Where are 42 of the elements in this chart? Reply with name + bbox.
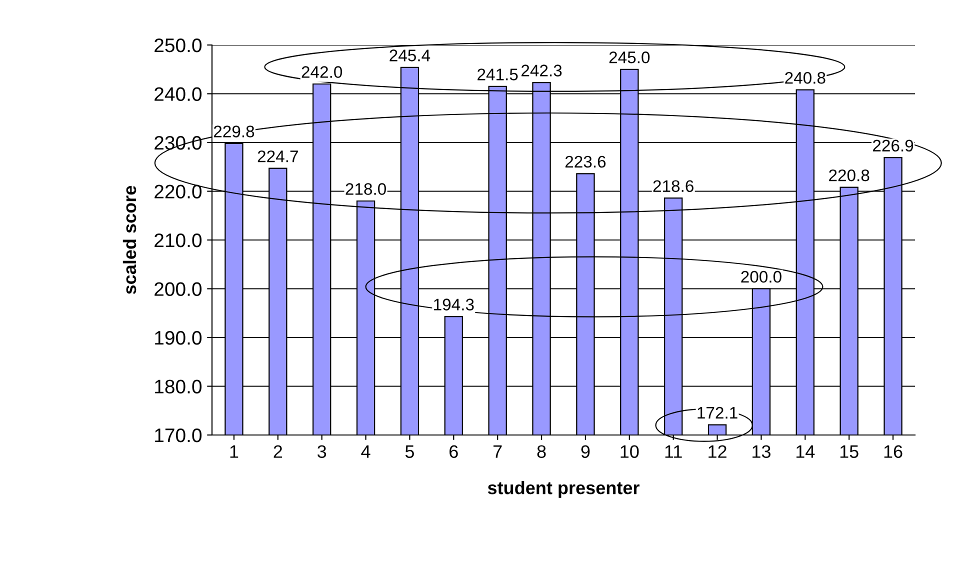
data-label: 220.8	[829, 169, 870, 182]
x-tick-label: 5	[405, 445, 414, 458]
x-tick-label: 1	[230, 445, 238, 458]
x-tick-label: 15	[840, 445, 858, 458]
data-label: 245.4	[390, 50, 430, 62]
data-label: 172.1	[698, 406, 738, 419]
y-tick-label: 180.0	[155, 380, 202, 394]
x-tick-label: 3	[318, 445, 326, 458]
x-tick-label: 12	[708, 445, 726, 458]
data-label: 242.3	[522, 64, 562, 76]
x-tick-label: 7	[494, 445, 502, 458]
x-tick-label: 10	[620, 445, 639, 458]
y-tick-label: 220.0	[154, 184, 202, 198]
data-label: 241.5	[478, 68, 518, 80]
x-tick-label: 6	[450, 445, 458, 458]
data-label: 200.0	[741, 270, 782, 283]
data-label: 223.6	[565, 156, 606, 168]
data-label: 224.7	[258, 150, 298, 162]
x-tick-label: 11	[665, 445, 682, 458]
data-label: 229.8	[214, 126, 254, 138]
data-label: 218.0	[346, 183, 386, 195]
x-axis-title: student presenter	[488, 481, 640, 498]
y-tick-label: 210.0	[154, 233, 202, 248]
data-label: 194.3	[434, 298, 474, 310]
data-label: 240.8	[785, 72, 826, 84]
x-tick-label: 9	[581, 445, 590, 458]
y-tick-label: 190.0	[155, 330, 202, 345]
x-tick-label: 4	[361, 445, 370, 458]
x-tick-label: 8	[537, 445, 546, 458]
y-tick-label: 200.0	[154, 282, 202, 296]
x-tick-label: 13	[752, 445, 770, 458]
data-label: 242.0	[302, 66, 342, 78]
x-tick-label: 2	[274, 445, 282, 458]
data-label: 226.9	[873, 140, 914, 152]
y-tick-label: 250.0	[154, 38, 202, 52]
x-tick-label: 16	[884, 445, 902, 458]
y-tick-label: 240.0	[154, 87, 202, 101]
y-tick-label: 170.0	[155, 428, 202, 442]
x-tick-label: 14	[796, 445, 815, 458]
y-axis-title: scaled score	[122, 186, 136, 294]
data-label: 245.0	[609, 52, 650, 64]
data-label: 218.6	[653, 180, 694, 192]
